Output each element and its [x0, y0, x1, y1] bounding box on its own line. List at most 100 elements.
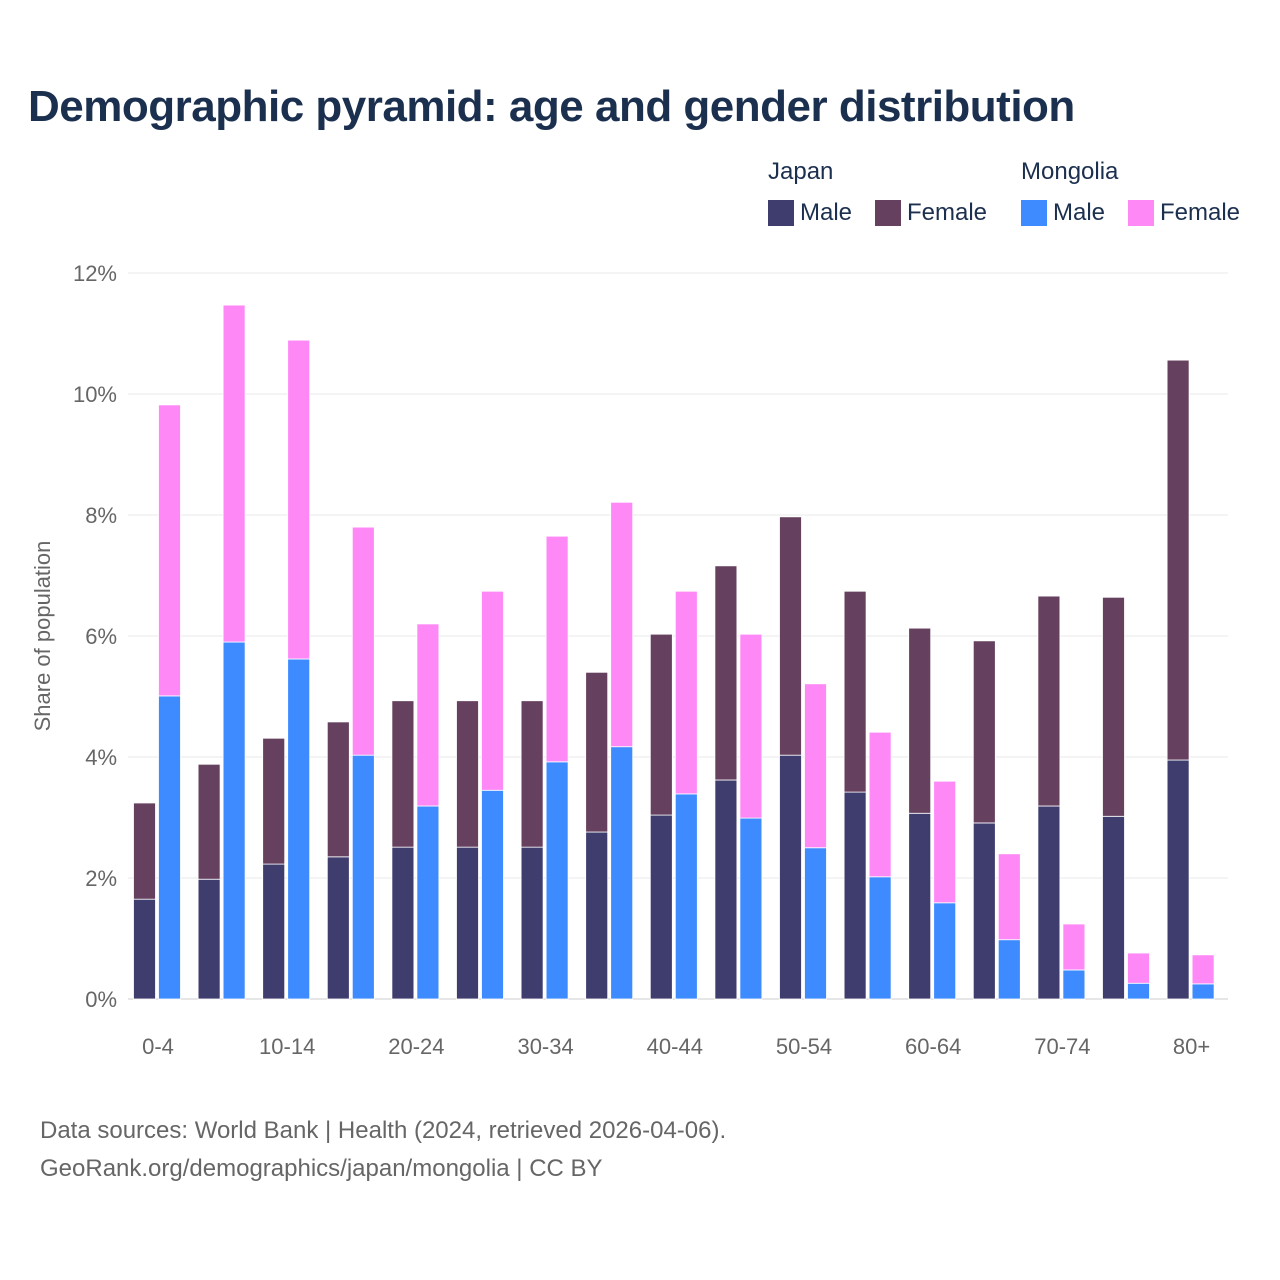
y-tick-label: 6% — [85, 624, 117, 649]
y-tick-label: 0% — [85, 987, 117, 1012]
bar-mongolia-female — [481, 590, 504, 791]
bar-mongolia-female — [868, 731, 892, 878]
bar-japan-female — [908, 627, 932, 814]
bar-mongolia-female — [351, 526, 375, 756]
bar-japan-male — [779, 754, 802, 1000]
bar-mongolia-female — [610, 501, 634, 748]
chart-title: Demographic pyramid: age and gender dist… — [28, 82, 1075, 131]
bar-mongolia-female — [933, 780, 957, 904]
bar-japan-female — [649, 633, 673, 816]
bar-japan-male — [520, 846, 544, 1000]
bar-japan-male — [972, 822, 996, 1000]
bar-japan-female — [520, 700, 544, 848]
x-tick-label: 30-34 — [517, 1034, 573, 1059]
bar-mongolia-male — [1127, 982, 1150, 1000]
bar-mongolia-male — [1062, 969, 1086, 1000]
bar-japan-male — [1166, 759, 1190, 1000]
legend-item-mongolia-male[interactable]: Male — [1021, 199, 1105, 227]
bar-japan-male — [391, 846, 415, 1000]
bar-japan-male — [456, 846, 479, 1000]
bar-japan-male — [197, 878, 221, 1000]
legend-item-japan-male[interactable]: Male — [768, 199, 852, 227]
bar-mongolia-female — [1191, 954, 1215, 985]
x-tick-label: 10-14 — [259, 1034, 315, 1059]
footer-source: Data sources: World Bank | Health (2024,… — [40, 1117, 727, 1144]
bar-japan-male — [326, 856, 350, 1000]
x-tick-label: 70-74 — [1034, 1034, 1090, 1059]
legend-label: Female — [907, 199, 988, 226]
bar-japan-female — [585, 671, 609, 833]
bar-mongolia-female — [222, 304, 246, 643]
y-tick-label: 8% — [85, 503, 117, 528]
y-tick-label: 12% — [73, 261, 117, 286]
bar-mongolia-male — [674, 793, 698, 1000]
legend-swatch — [875, 200, 901, 226]
bar-mongolia-male — [545, 761, 569, 1000]
footer-url[interactable]: GeoRank.org/demographics/japan/mongolia … — [40, 1155, 603, 1182]
bar-japan-female — [843, 590, 867, 793]
bar-mongolia-male — [933, 902, 957, 1000]
bar-japan-male — [843, 791, 867, 1000]
bar-japan-female — [1166, 359, 1190, 761]
bar-mongolia-male — [416, 805, 440, 1000]
bar-mongolia-male — [1191, 983, 1215, 1000]
legend-label: Male — [1053, 199, 1106, 226]
x-tick-label: 50-54 — [776, 1034, 832, 1059]
x-tick-label: 20-24 — [388, 1034, 444, 1059]
bar-mongolia-male — [997, 939, 1021, 1000]
bar-mongolia-male — [351, 754, 375, 1000]
bar-mongolia-male — [287, 658, 311, 1000]
bar-mongolia-male — [481, 789, 504, 1000]
bar-mongolia-female — [287, 339, 311, 660]
y-tick-label: 10% — [73, 382, 117, 407]
x-tick-label: 80+ — [1173, 1034, 1210, 1059]
bar-mongolia-female — [545, 535, 569, 763]
bar-mongolia-male — [222, 641, 246, 1000]
bar-mongolia-female — [158, 404, 181, 697]
bar-japan-male — [585, 831, 609, 1000]
y-axis-label: Share of population — [30, 541, 55, 732]
bar-mongolia-female — [804, 683, 827, 849]
legend-label: Male — [800, 199, 853, 226]
bar-japan-male — [908, 812, 932, 1000]
legend-group-japan: Japan — [768, 158, 834, 185]
legend-item-mongolia-female[interactable]: Female — [1128, 199, 1240, 227]
bar-japan-female — [197, 763, 221, 880]
bar-japan-male — [1102, 815, 1125, 1000]
bar-japan-female — [456, 700, 479, 848]
bar-japan-female — [1102, 596, 1125, 817]
legend-item-japan-female[interactable]: Female — [875, 199, 987, 227]
y-tick-label: 2% — [85, 866, 117, 891]
bar-mongolia-female — [997, 853, 1021, 941]
bar-japan-female — [972, 640, 996, 824]
bar-japan-female — [391, 700, 415, 848]
bar-japan-female — [1037, 595, 1061, 807]
bar-mongolia-male — [610, 746, 634, 1000]
bar-mongolia-female — [674, 590, 698, 795]
x-tick-label: 0-4 — [142, 1034, 174, 1059]
bar-japan-female — [326, 721, 350, 858]
bar-japan-male — [714, 779, 738, 1000]
y-tick-label: 4% — [85, 745, 117, 770]
bar-mongolia-female — [739, 633, 763, 819]
legend-group-mongolia: Mongolia — [1021, 158, 1119, 185]
legend-label: Female — [1160, 199, 1241, 226]
bar-japan-female — [779, 516, 802, 756]
bar-mongolia-female — [1127, 952, 1150, 984]
x-tick-label: 60-64 — [905, 1034, 961, 1059]
bar-japan-male — [1037, 805, 1061, 1000]
bar-japan-female — [262, 737, 286, 865]
bar-japan-female — [133, 802, 156, 900]
bar-japan-male — [133, 898, 156, 1000]
legend-swatch — [768, 200, 794, 226]
bar-mongolia-male — [804, 847, 827, 1000]
bar-japan-male — [262, 863, 286, 1000]
bar-japan-female — [714, 565, 738, 781]
bar-mongolia-male — [868, 876, 892, 1000]
bar-japan-male — [649, 814, 673, 1000]
legend-swatch — [1021, 200, 1047, 226]
x-tick-label: 40-44 — [647, 1034, 703, 1059]
bar-mongolia-male — [739, 817, 763, 1000]
